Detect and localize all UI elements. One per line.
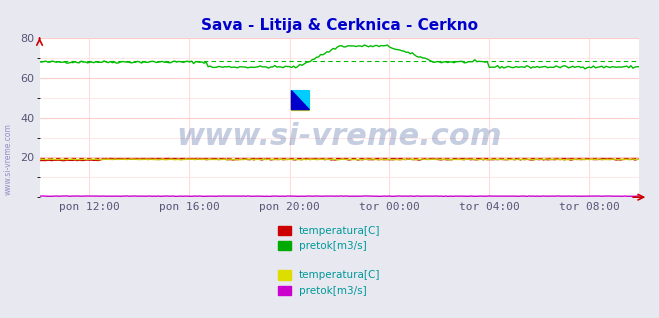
Title: Sava - Litija & Cerknica - Cerkno: Sava - Litija & Cerknica - Cerkno bbox=[201, 18, 478, 33]
Bar bbox=[291, 91, 310, 110]
Text: www.si-vreme.com: www.si-vreme.com bbox=[3, 123, 13, 195]
Legend: temperatura[C], pretok[m3/s]: temperatura[C], pretok[m3/s] bbox=[274, 222, 385, 256]
Text: www.si-vreme.com: www.si-vreme.com bbox=[177, 122, 502, 151]
Polygon shape bbox=[291, 91, 310, 110]
Polygon shape bbox=[291, 91, 310, 110]
Legend: temperatura[C], pretok[m3/s]: temperatura[C], pretok[m3/s] bbox=[274, 266, 385, 300]
